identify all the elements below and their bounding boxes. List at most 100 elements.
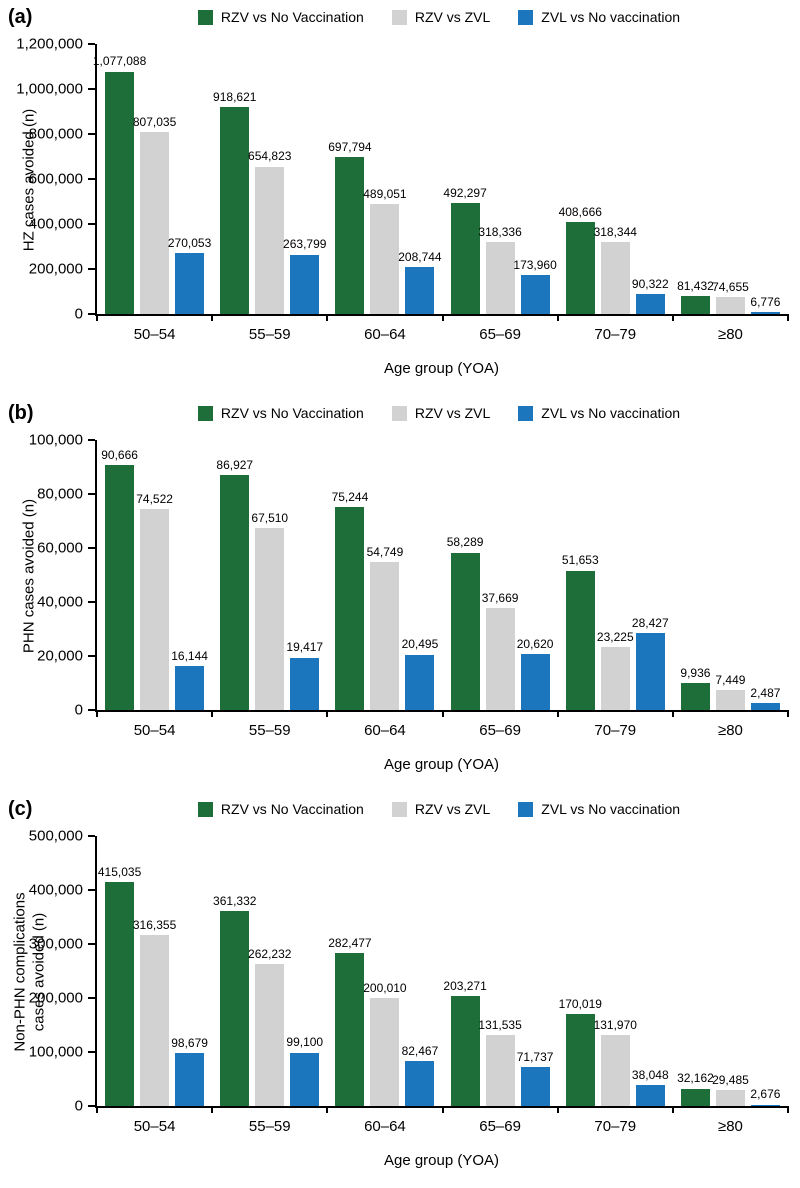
bar-value-label: 131,970 <box>593 1017 637 1032</box>
x-axis-title: Age group (YOA) <box>383 360 500 377</box>
bar: 67,510 <box>251 511 288 710</box>
bar-value-label: 361,332 <box>213 893 257 908</box>
bar: 86,927 <box>216 458 253 710</box>
y-tick-mark <box>88 943 95 945</box>
y-tick-label: 400,000 <box>28 881 83 899</box>
bar-value-label: 318,336 <box>478 225 522 240</box>
plot-area: 1,077,088 807,035 270,053 918,621 654,823 263… <box>16 37 789 343</box>
bar: 74,655 <box>712 280 749 314</box>
y-tick-label: 0 <box>74 1097 83 1115</box>
legend-item: RZV vs ZVL <box>391 9 490 25</box>
x-category-label: 50–54 <box>133 722 176 739</box>
bar-value-label: 75,244 <box>331 489 369 504</box>
y-tick-label: 80,000 <box>37 485 83 503</box>
x-tick-mark <box>211 1106 214 1113</box>
bar-value-label: 9,936 <box>680 666 711 680</box>
bar-group: 58,289 37,669 20,620 <box>443 440 558 710</box>
x-axis-category-labels: 50–54 55–59 60–64 65–69 70–79 ≥80 <box>97 326 788 343</box>
x-axis-title: Age group (YOA) <box>383 756 500 773</box>
panel-a: (a) RZV vs No Vaccination RZV vs ZVL ZVL v… <box>0 0 800 396</box>
bar-value-label: 37,669 <box>481 591 519 606</box>
y-tick-mark <box>88 313 95 315</box>
legend-label: RZV vs ZVL <box>414 801 491 817</box>
bar-value-label: 90,322 <box>631 276 669 291</box>
bar-value-label: 918,621 <box>213 90 257 105</box>
bar-group: 203,271 131,535 71,737 <box>443 836 558 1106</box>
bar-value-label: 408,666 <box>558 204 602 219</box>
bar: 263,799 <box>283 238 326 314</box>
y-tick-mark <box>88 1051 95 1053</box>
y-tick-label: 1,200,000 <box>16 35 83 53</box>
x-category-label: 60–64 <box>364 1118 406 1135</box>
legend-swatch-icon <box>197 9 213 25</box>
bar-value-label: 86,927 <box>216 458 254 473</box>
bar: 270,053 <box>168 236 211 314</box>
legend-item: ZVL vs No vaccination <box>518 801 680 817</box>
bar-value-label: 38,048 <box>631 1068 669 1083</box>
bar-groups: 1,077,088 807,035 270,053 918,621 654,823 263… <box>93 44 788 314</box>
bar: 1,077,088 <box>93 55 146 314</box>
plot-area: 415,035 316,355 98,679 361,332 262,232 99,100… <box>29 829 789 1135</box>
bar-value-label: 200,010 <box>363 980 407 995</box>
bar-group: 408,666 318,344 90,322 <box>558 44 673 314</box>
y-axis-title-line: cases avoided (n) <box>30 912 47 1032</box>
bar-value-label: 173,960 <box>513 257 557 272</box>
bar: 131,535 <box>478 1018 522 1106</box>
bar-group: 415,035 316,355 98,679 <box>97 836 212 1106</box>
y-tick-mark <box>88 493 95 495</box>
bar: 200,010 <box>363 981 407 1106</box>
bar-value-label: 82,467 <box>401 1044 439 1059</box>
bar: 99,100 <box>286 1036 323 1106</box>
bar: 415,035 <box>98 865 141 1106</box>
x-tick-mark <box>441 1106 444 1113</box>
x-category-label: 60–64 <box>364 326 406 343</box>
bar: 20,620 <box>517 637 553 710</box>
bar: 20,495 <box>402 638 438 710</box>
x-category-label: 70–79 <box>594 326 637 343</box>
bar-value-label: 99,100 <box>286 1035 324 1050</box>
bar-value-label: 51,653 <box>561 553 599 568</box>
legend-label: ZVL vs No vaccination <box>541 9 681 25</box>
bar: 51,653 <box>562 554 599 710</box>
y-tick-label: 100,000 <box>28 1043 83 1061</box>
x-tick-mark <box>556 314 559 321</box>
x-tick-mark <box>556 710 559 717</box>
y-tick-label: 0 <box>74 701 83 719</box>
bar-value-label: 415,035 <box>97 864 142 879</box>
y-axis-title: PHN cases avoided (n) <box>21 499 40 653</box>
bar-value-label: 697,794 <box>328 139 372 154</box>
bar: 173,960 <box>513 258 557 314</box>
bar-value-label: 54,749 <box>366 545 404 559</box>
bar-value-label: 316,355 <box>132 917 177 932</box>
bar: 37,669 <box>482 591 518 710</box>
x-tick-mark <box>441 710 444 717</box>
bar-value-label: 2,676 <box>750 1087 781 1102</box>
bar-value-label: 282,477 <box>328 936 372 951</box>
y-tick-label: 0 <box>74 305 83 323</box>
bar-value-label: 74,522 <box>136 491 173 506</box>
y-tick-label: 20,000 <box>37 647 83 665</box>
bar: 98,679 <box>171 1036 208 1106</box>
legend-label: RZV vs ZVL <box>414 405 491 421</box>
legend-item: ZVL vs No vaccination <box>518 9 680 25</box>
bar-value-label: 807,035 <box>132 115 177 130</box>
legend-swatch-icon <box>518 9 534 25</box>
legend-item: RZV vs No Vaccination <box>197 9 364 25</box>
panel-c: (c) RZV vs No Vaccination RZV vs ZVL ZVL v… <box>0 792 800 1188</box>
x-category-label: 65–69 <box>479 722 521 739</box>
y-tick-label: 100,000 <box>28 431 83 449</box>
bar-value-label: 90,666 <box>101 448 138 463</box>
bar: 74,522 <box>136 492 173 710</box>
x-tick-mark <box>787 1106 789 1113</box>
bar-value-label: 270,053 <box>167 236 212 251</box>
bar: 29,485 <box>712 1073 749 1106</box>
bar-value-label: 29,485 <box>712 1072 749 1087</box>
bar-value-label: 492,297 <box>443 186 487 201</box>
legend-item: ZVL vs No vaccination <box>518 405 680 421</box>
bar-value-label: 20,495 <box>401 637 439 652</box>
panel-letter: (a) <box>8 6 33 28</box>
y-tick-mark <box>88 601 95 603</box>
x-tick-mark <box>326 710 329 717</box>
x-category-label: 50–54 <box>133 326 176 343</box>
y-tick-mark <box>88 547 95 549</box>
